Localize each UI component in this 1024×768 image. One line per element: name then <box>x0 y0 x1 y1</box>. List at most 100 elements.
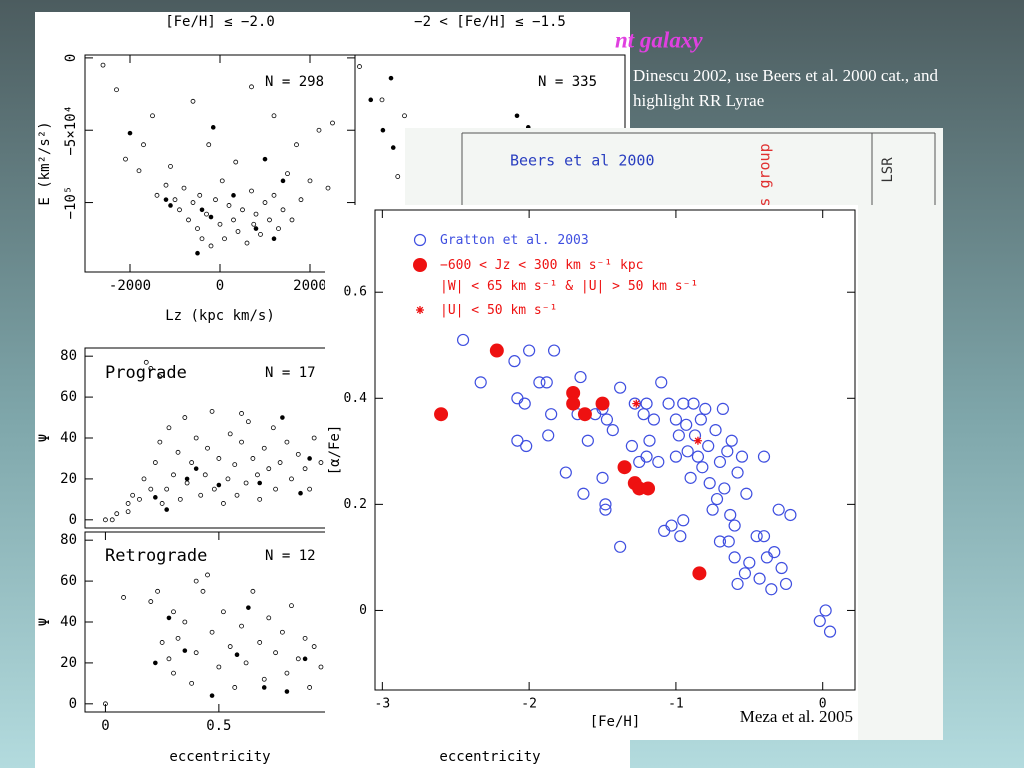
point <box>153 495 158 500</box>
point <box>125 501 131 506</box>
point <box>153 660 158 666</box>
point <box>210 125 216 130</box>
point <box>784 508 797 522</box>
point <box>368 97 374 103</box>
point <box>213 197 218 203</box>
point <box>614 381 627 394</box>
point <box>225 476 231 482</box>
point <box>103 701 108 707</box>
point <box>699 402 712 415</box>
legend-marker <box>413 258 427 272</box>
x-axis-label: [Fe/H] <box>590 714 641 730</box>
point <box>253 226 259 231</box>
point <box>208 214 214 220</box>
point <box>206 142 212 148</box>
note-line: Dinescu 2002, use Beers et al. 2000 cat.… <box>633 66 938 85</box>
point <box>267 217 272 223</box>
point <box>523 344 536 357</box>
point <box>518 397 531 410</box>
point <box>599 498 612 511</box>
point <box>617 460 632 475</box>
point <box>632 399 641 408</box>
point <box>691 450 705 463</box>
point <box>262 156 268 162</box>
point <box>200 588 206 594</box>
x-axis-label: eccentricity <box>169 749 270 765</box>
point <box>164 507 169 512</box>
point <box>325 185 331 191</box>
point <box>150 113 155 119</box>
point <box>123 156 128 162</box>
point <box>148 366 154 371</box>
annotation: N = 298 <box>265 74 324 90</box>
point <box>581 434 594 447</box>
point <box>172 197 178 203</box>
point <box>298 197 304 203</box>
point <box>694 413 707 426</box>
point <box>182 648 188 653</box>
point <box>540 376 553 389</box>
point <box>175 635 181 641</box>
point <box>684 471 697 484</box>
point <box>195 250 200 256</box>
beers-label: Beers et al 2000 <box>510 152 655 170</box>
panel-title: Prograde <box>105 363 187 383</box>
point <box>823 625 837 638</box>
point <box>261 685 267 690</box>
point <box>693 436 702 445</box>
point <box>606 424 619 437</box>
point <box>681 445 694 458</box>
point <box>181 185 187 191</box>
point <box>728 519 741 532</box>
point <box>677 514 690 527</box>
point <box>724 508 737 522</box>
point <box>195 226 200 232</box>
point <box>239 439 244 445</box>
point <box>239 411 244 416</box>
point <box>175 449 181 455</box>
point <box>311 435 317 441</box>
point <box>198 492 204 498</box>
point <box>202 472 208 478</box>
legend-marker <box>413 233 427 247</box>
point <box>100 62 106 68</box>
x-tick-label: -3 <box>375 697 391 712</box>
point <box>171 670 176 676</box>
point <box>249 84 254 90</box>
energy-panel: -2000 0 2000 0 −5×10⁴ −10⁵ [Fe/H] ≤ −2.0 N = 29… <box>37 14 356 324</box>
point <box>261 676 267 682</box>
point <box>243 660 249 666</box>
point <box>511 434 524 447</box>
point <box>680 418 693 431</box>
gratton-figure: -3 -2 -1 0 0 0.2 0.4 0.6 [Fe/H] [α/Fe] Gratton et … <box>325 205 858 740</box>
point <box>298 490 303 496</box>
x-tick-label: -2000 <box>109 278 151 294</box>
point <box>193 578 199 584</box>
retrograde-panel: 0 0.5 0 20 40 60 80 Retrograde N = 12 eccentricit… <box>37 531 356 765</box>
y-tick-label: 40 <box>60 430 77 446</box>
point <box>566 385 581 400</box>
point <box>757 530 771 543</box>
point <box>772 503 785 516</box>
point <box>757 450 771 463</box>
point <box>103 517 108 523</box>
point <box>249 188 254 194</box>
x-tick-label: 0 <box>216 278 224 294</box>
point <box>171 472 176 478</box>
point <box>738 567 752 580</box>
y-tick-label: 20 <box>60 655 77 671</box>
point <box>731 466 744 479</box>
point <box>168 163 173 169</box>
annotation: N = 12 <box>265 548 316 564</box>
point <box>231 193 236 198</box>
point <box>130 492 136 498</box>
y-tick-label: 60 <box>60 573 77 589</box>
point <box>208 243 214 249</box>
point <box>640 397 653 410</box>
annotation: N = 335 <box>538 74 597 90</box>
point <box>285 171 290 177</box>
point <box>474 376 487 389</box>
point <box>677 397 690 410</box>
point <box>148 486 154 492</box>
